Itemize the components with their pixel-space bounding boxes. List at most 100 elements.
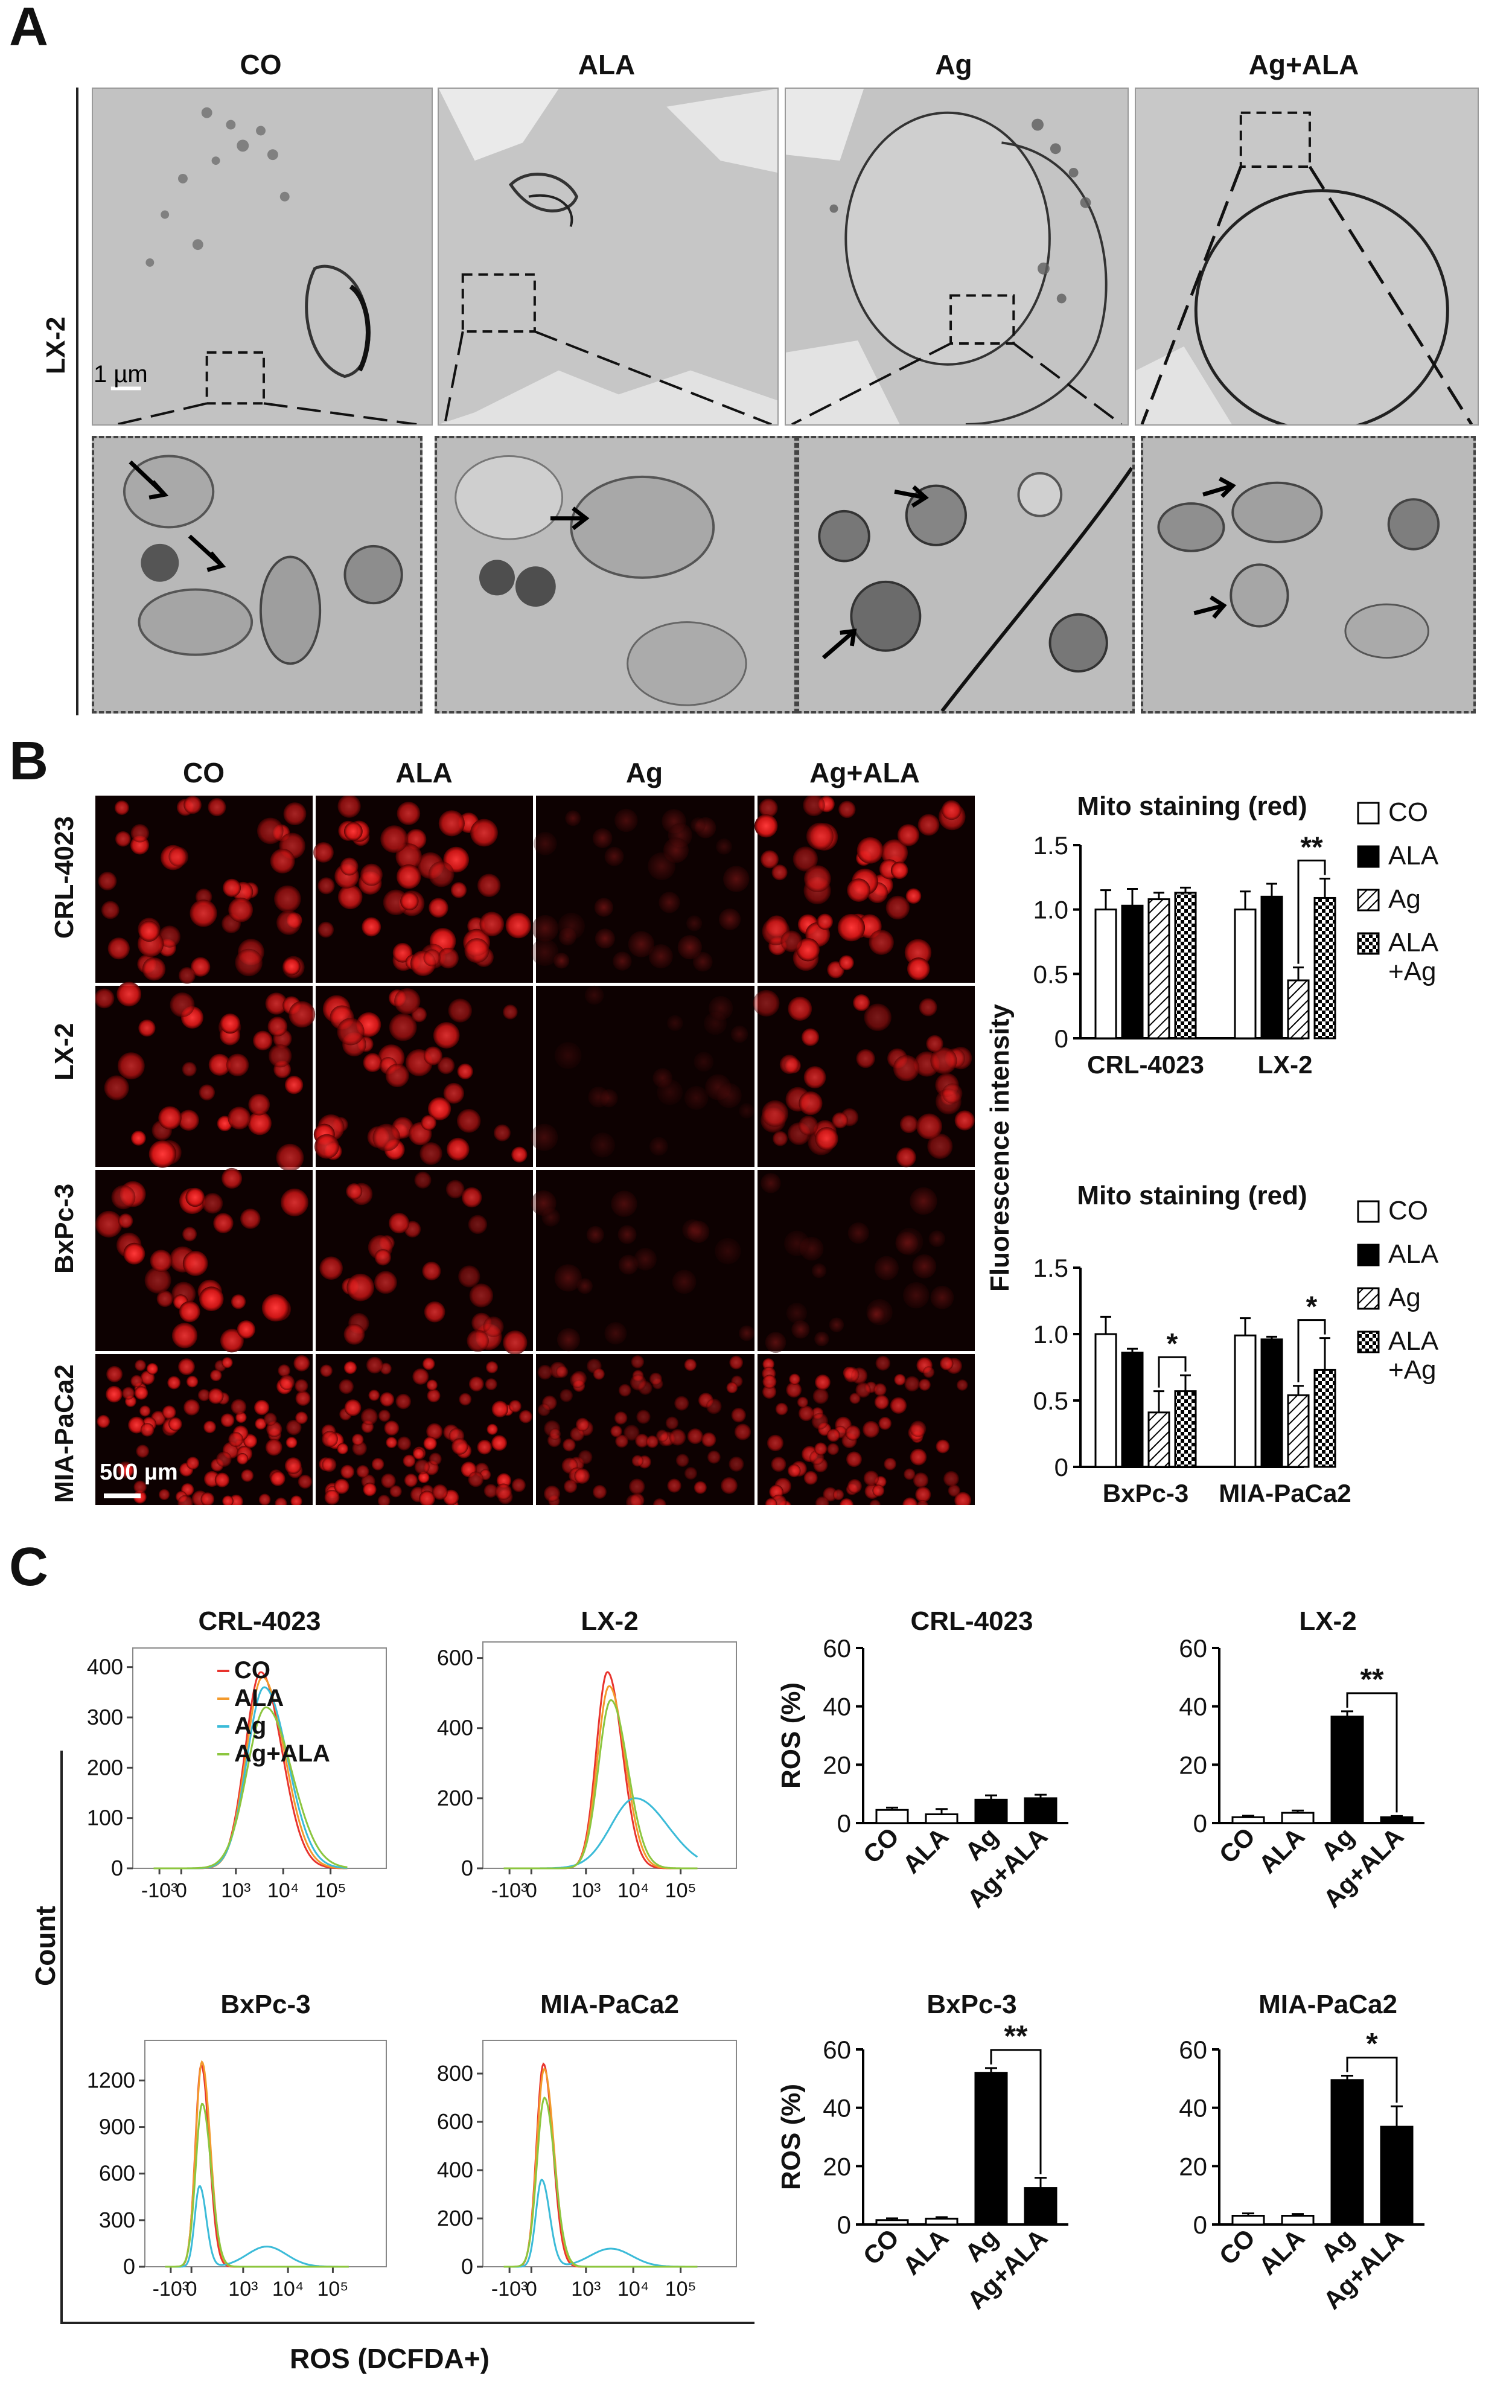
bar-BxPc-3-2 [1149,1413,1169,1467]
bar-Ag+ALA [1381,2127,1412,2224]
fluo-tile-r0-c2 [531,796,754,983]
bar-ALA [1282,1813,1313,1823]
y-tick-label: 200 [87,1755,123,1780]
category-label: CRL-4023 [1087,1050,1204,1079]
legend-label: CO [234,1657,270,1684]
bar-CO [876,1810,908,1823]
panel-b-col-ala: ALA [314,756,534,789]
bar-MIA-PaCa2-1 [1262,1340,1282,1467]
y-tick-label: 0 [461,2254,473,2279]
x-tick-label: 10⁴ [272,2278,304,2301]
fluo-scale-bar-label: 500 µm [100,1460,178,1486]
x-tick-label: -10³ [153,2278,189,2301]
y-tick-label: 40 [1179,1693,1207,1721]
legend-label: ALA [234,1685,284,1711]
y-tick-label: 300 [87,1705,123,1729]
legend-swatch [1358,890,1379,910]
x-tick-label: -10³ [491,1879,528,1902]
legend-label: +Ag [1388,957,1437,986]
em-zoom-ag-texture [799,438,1132,711]
panel-b-col-ag-ala: Ag+ALA [754,756,975,789]
bar-LX-2-3 [1315,898,1335,1038]
mito-staining-chart-top: Mito staining (red)00.51.01.5CRL-4023 LX-… [996,779,1509,1165]
significance-label: ** [1360,1662,1384,1696]
legend-label: Ag [1388,1283,1421,1312]
y-tick-label: 600 [437,1646,473,1670]
flow-histogram-mia: MIA-PaCa20200400600800-10³0 10³ 10⁴ 10⁵ [410,1974,773,2312]
em-overview-ag-ala-texture [1136,89,1478,424]
significance-label: * [1167,1328,1178,1360]
em-overview-ag [785,88,1129,426]
flow-xlabel: ROS (DCFDA+) [290,2342,490,2375]
bar-Ag [975,1800,1007,1823]
panel-a-col-co: CO [92,48,430,81]
bar-CRL-4023-1 [1122,905,1143,1038]
y-tick-label: 600 [99,2161,135,2186]
bar-chart-title: MIA-PaCa2 [1258,1990,1397,2019]
bar-MIA-PaCa2-0 [1235,1335,1255,1467]
panel-a-row-label: LX-2 [41,317,71,374]
legend-swatch [1358,1245,1379,1265]
bar-chart-title: BxPc-3 [927,1990,1016,2019]
y-tick-label: 60 [823,1634,851,1662]
legend-label: Ag [234,1713,266,1739]
x-tick-label: 10⁴ [617,2278,649,2301]
plot-frame [145,2040,386,2267]
bar-CRL-4023-3 [1175,893,1196,1038]
bar-chart-title: LX-2 [1299,1606,1356,1636]
y-tick-label: 60 [823,2036,851,2064]
em-overview-ag-ala [1135,88,1479,426]
category-label: BxPc-3 [1103,1479,1188,1507]
y-tick-label: 0 [1054,1024,1068,1053]
bar-BxPc-3-0 [1096,1334,1116,1467]
y-tick-label: 40 [1179,2094,1207,2122]
fluo-tile-r0-c0 [95,796,313,984]
histogram-title: MIA-PaCa2 [540,1990,679,2019]
category-label: ALA [897,2223,954,2280]
y-tick-label: 200 [437,1786,473,1810]
fluo-tile-r2-c3 [758,1170,975,1353]
x-tick-label: 0 [526,2278,537,2301]
fluo-tile-r3-c2 [536,1354,754,1505]
y-tick-label: 1.5 [1033,831,1068,860]
histogram-title: CRL-4023 [199,1606,321,1636]
x-tick-label: 10³ [221,1879,250,1902]
bar-Ag+ALA [1025,2188,1056,2224]
legend-swatch [1358,1332,1379,1352]
chart-title: Mito staining (red) [1077,1181,1307,1210]
y-tick-label: 20 [1179,2152,1207,2180]
panel-a-col-ag-ala: Ag+ALA [1135,48,1473,81]
bar-Ag [975,2073,1007,2224]
panel-a-col-ag: Ag [785,48,1123,81]
x-tick-label: 10⁴ [617,1879,649,1902]
em-zoom-co-texture [94,438,420,711]
bar-BxPc-3-1 [1122,1353,1143,1467]
bar-ALA [926,1815,957,1824]
significance-bracket [1159,1357,1185,1387]
legend-label: ALA [1388,841,1439,870]
legend-swatch [1358,1201,1379,1222]
fluo-tile-r0-c3 [754,796,975,983]
panel-b-row-lx2: LX-2 [49,1023,80,1081]
y-tick-label: 0 [1054,1453,1068,1481]
x-tick-label: 0 [526,1879,537,1902]
legend-label: ALA [1388,928,1439,957]
y-tick-label: 20 [823,1751,851,1779]
y-tick-label: 0 [123,2254,135,2279]
bar-Ag+ALA [1381,1817,1412,1823]
category-label: ALA [897,1822,954,1879]
histogram-curve-CO [504,1672,698,1868]
x-tick-label: 10⁵ [665,1879,697,1902]
em-zoom-ag-ala-texture [1143,438,1473,711]
y-tick-label: 300 [99,2208,135,2232]
fluo-tile-r1-c2 [531,986,754,1167]
fluo-tile-r3-c3 [758,1354,975,1505]
legend-swatch [1358,1288,1379,1309]
significance-label: ** [1004,2019,1028,2053]
em-overview-ag-texture [786,89,1128,424]
y-tick-label: 400 [437,1716,473,1740]
y-axis-label: ROS (%) [776,2084,806,2190]
significance-label: * [1306,1291,1318,1323]
